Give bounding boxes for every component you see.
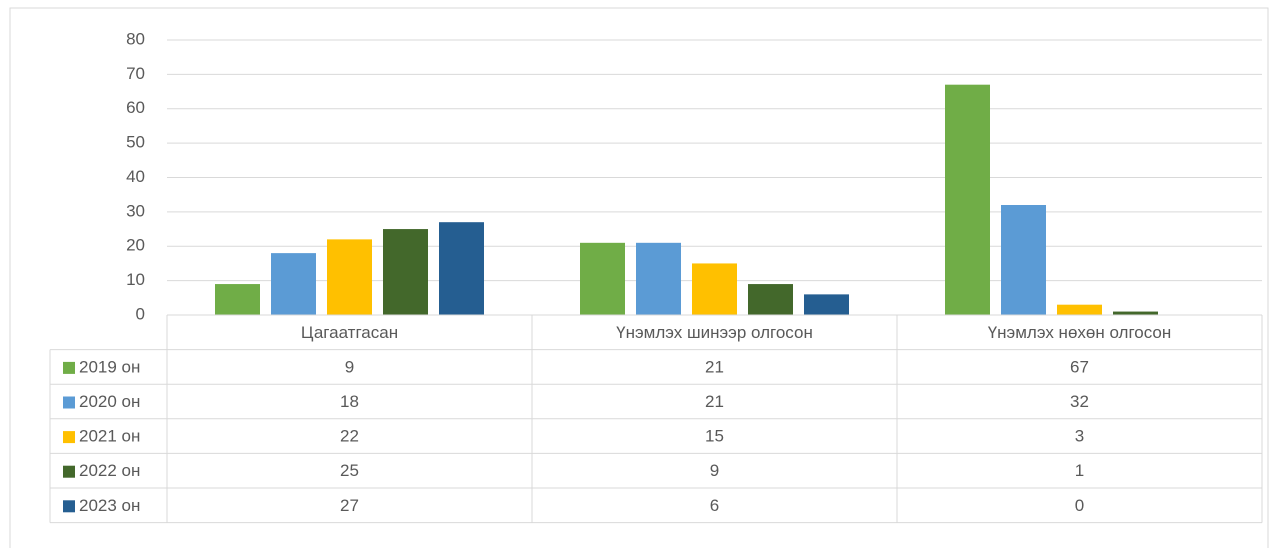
table-value: 9 [345,357,354,376]
bar [383,229,428,315]
legend-key [63,396,75,409]
x-tick-label: Үнэмлэх нөхөн олгосон [988,323,1172,342]
legend-key [63,465,75,478]
y-tick-label: 20 [126,236,145,255]
legend-label: 2021 он [79,427,140,446]
table-value: 9 [710,461,719,480]
bar [215,284,260,315]
legend-key [63,500,75,513]
legend-label: 2019 он [79,357,140,376]
y-tick-label: 10 [126,270,145,289]
table-value: 32 [1070,392,1089,411]
table-value: 67 [1070,357,1089,376]
legend-label: 2023 он [79,496,140,515]
bar [439,222,484,315]
table-value: 18 [340,392,359,411]
y-tick-label: 60 [126,98,145,117]
legend-key [63,361,75,374]
bar [327,239,372,315]
bar [1113,311,1158,315]
table-value: 27 [340,496,359,515]
legend-label: 2020 он [79,392,140,411]
bar [748,284,793,315]
bar [636,242,681,315]
x-tick-label: Үнэмлэх шинээр олгосон [616,323,813,342]
y-tick-label: 80 [126,29,145,48]
y-tick-label: 0 [136,304,145,323]
table-value: 1 [1075,461,1084,480]
bar [1057,304,1102,315]
legend-label: 2022 он [79,461,140,480]
bar [945,84,990,315]
table-value: 25 [340,461,359,480]
table-value: 21 [705,392,724,411]
bar [692,263,737,315]
bar [271,253,316,315]
bar [804,294,849,315]
bar [1001,205,1046,315]
table-value: 22 [340,427,359,446]
table-value: 0 [1075,496,1084,515]
table-value: 15 [705,427,724,446]
chart-border [9,7,1269,548]
x-tick-label: Цагаатгасан [301,323,398,342]
legend-key [63,431,75,444]
y-tick-label: 30 [126,201,145,220]
y-tick-label: 40 [126,167,145,186]
y-tick-label: 50 [126,133,145,152]
y-tick-label: 70 [126,64,145,83]
table-value: 6 [710,496,719,515]
bar [580,242,625,315]
table-value: 3 [1075,427,1084,446]
table-value: 21 [705,357,724,376]
